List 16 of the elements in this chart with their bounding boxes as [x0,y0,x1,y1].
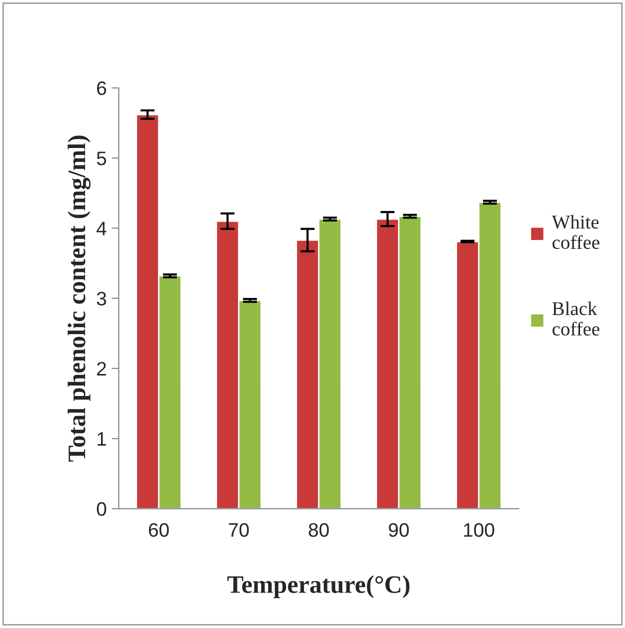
y-tick-label: 6 [97,81,106,96]
x-axis-title: Temperature(°C) [227,575,410,598]
x-tick-label: 100 [464,523,494,537]
x-tick-label: 90 [388,523,409,537]
x-tick-label: 60 [148,523,169,537]
x-tick-label: 80 [308,523,329,537]
y-tick-label: 4 [96,222,106,236]
y-axis-title: Total phenolic content (mg/ml) [68,136,91,462]
y-tick-label: 1 [98,432,106,446]
y-tick-label: 5 [96,152,106,166]
legend-label: White coffee [552,214,600,250]
y-tick-label: 2 [97,362,106,376]
y-tick-label: 3 [96,292,106,306]
y-tick-label: 0 [96,502,106,516]
legend-label: Black coffee [552,302,600,336]
x-tick-label: 70 [228,523,249,537]
